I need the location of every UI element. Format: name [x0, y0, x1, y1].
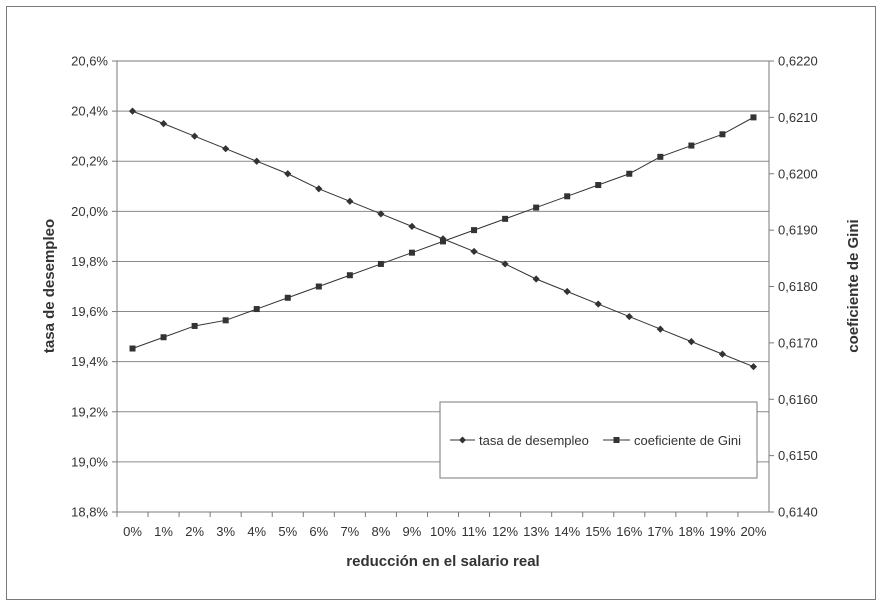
left-tick-label: 19,8% [71, 254, 108, 269]
data-point-unemployment [315, 185, 323, 193]
x-tick-label: 18% [678, 524, 704, 539]
right-tick-label: 0,6220 [778, 54, 818, 69]
legend: tasa de desempleo coeficiente de Gini [439, 401, 758, 479]
x-tick-label: 6% [309, 524, 328, 539]
x-tick-label: 9% [403, 524, 422, 539]
data-point-unemployment [501, 260, 509, 268]
chart-frame [6, 6, 876, 600]
x-tick-label: 17% [647, 524, 673, 539]
left-tick-label: 19,2% [71, 404, 108, 419]
data-point-gini [377, 260, 384, 267]
legend-label-gini: coeficiente de Gini [634, 433, 741, 448]
x-tick-label: 4% [247, 524, 266, 539]
left-tick-label: 20,4% [71, 104, 108, 119]
data-point-gini [284, 294, 291, 301]
right-tick-label: 0,6170 [778, 335, 818, 350]
x-tick-label: 20% [740, 524, 766, 539]
x-tick-label: 13% [523, 524, 549, 539]
data-point-unemployment [377, 210, 385, 218]
data-point-unemployment [470, 247, 478, 256]
x-axis-title: reducción en el salario real [346, 553, 539, 570]
x-tick-label: 1% [154, 524, 173, 539]
data-point-gini [688, 142, 695, 149]
data-point-gini [129, 345, 136, 352]
right-tick-label: 0,6210 [778, 110, 818, 125]
left-tick-label: 19,0% [71, 454, 108, 469]
legend-marker-square [613, 437, 620, 443]
data-point-gini [719, 131, 726, 138]
right-tick-label: 0,6150 [778, 448, 818, 463]
left-tick-label: 20,2% [71, 154, 108, 169]
data-point-unemployment [532, 275, 540, 283]
data-point-unemployment [128, 107, 137, 115]
legend-label-unemployment: tasa de desempleo [479, 433, 589, 448]
right-tick-label: 0,6190 [778, 223, 818, 238]
left-tick-label: 19,6% [71, 304, 108, 319]
x-tick-label: 19% [709, 524, 735, 539]
data-point-unemployment [346, 197, 354, 205]
x-tick-label: 15% [585, 524, 611, 539]
right-axis-title: coeficiente de Gini [845, 219, 862, 352]
data-point-unemployment [687, 338, 695, 346]
x-tick-label: 0% [123, 524, 142, 539]
x-tick-label: 2% [185, 524, 204, 539]
x-tick-label: 14% [554, 524, 580, 539]
left-axis: 18,8% 19,0% 19,2% 19,4% 19,6% 19,8% 20,0% 20,2%… [71, 54, 117, 520]
legend-box [439, 401, 758, 479]
data-point-gini [222, 317, 229, 324]
data-point-gini [564, 193, 571, 200]
x-tick-label: 8% [372, 524, 391, 539]
data-point-unemployment [222, 145, 230, 153]
left-axis-title: tasa de desempleo [41, 219, 58, 353]
data-point-unemployment [594, 300, 602, 308]
x-tick-label: 3% [216, 524, 235, 539]
left-tick-label: 20,0% [71, 204, 108, 219]
data-point-unemployment [284, 170, 292, 178]
data-point-unemployment [253, 157, 261, 165]
data-point-unemployment [191, 132, 199, 140]
x-tick-label: 12% [492, 524, 518, 539]
data-point-unemployment [625, 312, 633, 321]
data-point-gini [471, 227, 478, 234]
x-tick-label: 11% [462, 524, 487, 539]
data-point-gini [440, 238, 446, 245]
data-point-gini [315, 283, 322, 290]
x-tick-label: 5% [278, 524, 297, 539]
data-point-unemployment [408, 222, 416, 230]
right-tick-label: 0,6180 [778, 279, 818, 294]
data-point-unemployment [159, 120, 168, 128]
legend-marker-diamond [459, 436, 466, 444]
data-point-gini [191, 322, 198, 329]
right-tick-label: 0,6140 [778, 505, 818, 520]
data-point-gini [595, 182, 602, 189]
data-point-unemployment [563, 287, 571, 296]
series-layer [128, 107, 758, 371]
left-tick-label: 19,4% [71, 354, 108, 369]
data-point-gini [160, 334, 167, 341]
data-point-gini [626, 170, 633, 177]
data-point-gini [346, 272, 353, 279]
data-point-gini [253, 306, 260, 313]
x-axis: 0% 1% 2% 3% 4% 5% 6% 7% 8% 9% 10% 11% 12% 13% 14% 15% 16… [116, 512, 767, 539]
right-tick-label: 0,6200 [778, 166, 818, 181]
left-tick-label: 18,8% [71, 505, 108, 520]
data-point-gini [408, 249, 415, 256]
data-point-gini [502, 215, 509, 222]
data-point-unemployment [718, 350, 727, 358]
x-tick-label: 10% [430, 524, 456, 539]
x-tick-label: 16% [616, 524, 642, 539]
data-point-unemployment [749, 363, 758, 371]
data-point-gini [750, 114, 757, 121]
left-tick-label: 20,6% [71, 54, 108, 69]
right-tick-label: 0,6160 [778, 392, 818, 407]
right-axis: 0,6140 0,6150 0,6160 0,6170 0,6180 0,6190 0,62… [769, 54, 818, 520]
data-point-unemployment [656, 325, 664, 333]
x-tick-label: 7% [340, 524, 359, 539]
data-point-gini [533, 204, 540, 211]
data-point-gini [657, 153, 664, 160]
